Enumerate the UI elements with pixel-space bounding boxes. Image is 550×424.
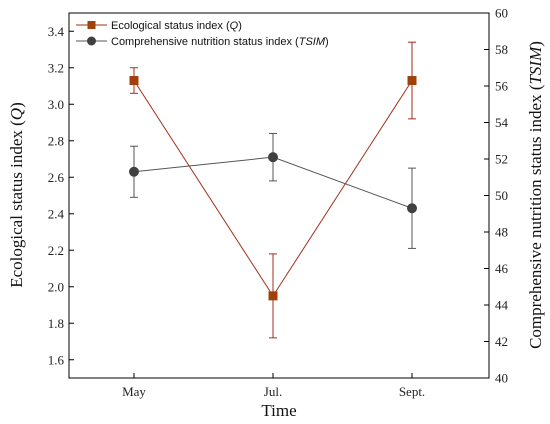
data-point-circle	[407, 203, 417, 214]
legend-label: Comprehensive nutrition status index (TS…	[111, 36, 329, 48]
right-y-tick-label: 60	[495, 6, 508, 21]
x-axis-ticks: May Jul. Sept.	[122, 373, 425, 399]
data-point-square	[268, 291, 278, 301]
left-y-tick-label: 3.2	[48, 60, 64, 75]
series-1	[129, 41, 417, 339]
right-y-tick-label: 50	[495, 188, 508, 203]
right-y-tick-label: 48	[495, 225, 508, 240]
legend-marker-square	[87, 21, 96, 29]
right-y-tick-label: 54	[495, 115, 509, 130]
legend-label: Ecological status index (Q)	[111, 20, 242, 32]
legend-marker-circle	[87, 36, 96, 46]
data-point-circle	[129, 166, 139, 177]
series-2	[129, 132, 417, 249]
left-y-tick-label: 1.6	[48, 352, 65, 367]
left-y-tick-label: 2.2	[48, 243, 64, 258]
right-y-tick-label: 52	[495, 152, 508, 167]
right-y-tick-label: 42	[495, 334, 508, 349]
left-y-tick-label: 2.8	[48, 133, 64, 148]
right-y-tick-label: 44	[495, 298, 509, 313]
legend: Ecological status index (Q) Comprehensive…	[76, 20, 329, 48]
left-y-tick-label: 3.0	[48, 97, 64, 112]
right-y-tick-label: 40	[495, 371, 508, 386]
left-y-axis-title: Ecological status index (Q)	[7, 102, 26, 288]
right-y-axis-ticks: 40 42 44 46 48 50 52 54 56 58 60	[484, 6, 509, 386]
x-tick-label: Sept.	[399, 384, 425, 399]
left-y-tick-label: 2.4	[48, 206, 65, 221]
right-y-tick-label: 46	[495, 261, 509, 276]
x-tick-label: Jul.	[264, 384, 282, 399]
left-y-tick-label: 2.0	[48, 279, 64, 294]
data-point-square	[129, 76, 139, 86]
right-y-tick-label: 58	[495, 42, 508, 57]
left-y-tick-label: 1.8	[48, 316, 64, 331]
x-tick-label: May	[122, 384, 146, 399]
series-layer	[129, 41, 417, 339]
left-y-tick-label: 3.4	[48, 24, 65, 39]
data-point-circle	[268, 152, 278, 163]
left-y-axis-ticks: 1.6 1.8 2.0 2.2 2.4 2.6 2.8 3.0 3.2 3.4	[48, 24, 74, 367]
left-y-tick-label: 2.6	[48, 170, 65, 185]
x-axis-title: Time	[261, 401, 296, 420]
right-y-axis-title: Comprehensive nutrition status index (TS…	[526, 41, 545, 349]
data-point-square	[407, 76, 417, 86]
right-y-tick-label: 56	[495, 79, 509, 94]
